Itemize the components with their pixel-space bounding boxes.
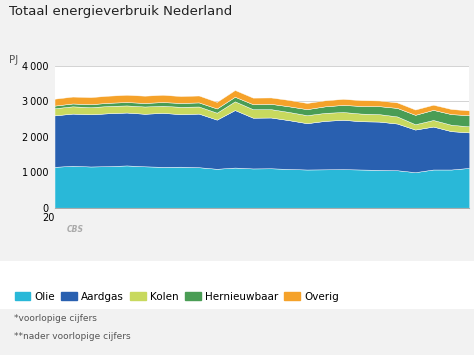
Text: CBS: CBS [67, 225, 84, 234]
Text: **nader voorlopige cijfers: **nader voorlopige cijfers [14, 332, 131, 341]
Text: *voorlopige cijfers: *voorlopige cijfers [14, 314, 97, 323]
Text: Totaal energieverbruik Nederland: Totaal energieverbruik Nederland [9, 5, 233, 18]
Legend: Olie, Aardgas, Kolen, Hernieuwbaar, Overig: Olie, Aardgas, Kolen, Hernieuwbaar, Over… [15, 292, 339, 302]
Text: PJ: PJ [9, 55, 19, 65]
